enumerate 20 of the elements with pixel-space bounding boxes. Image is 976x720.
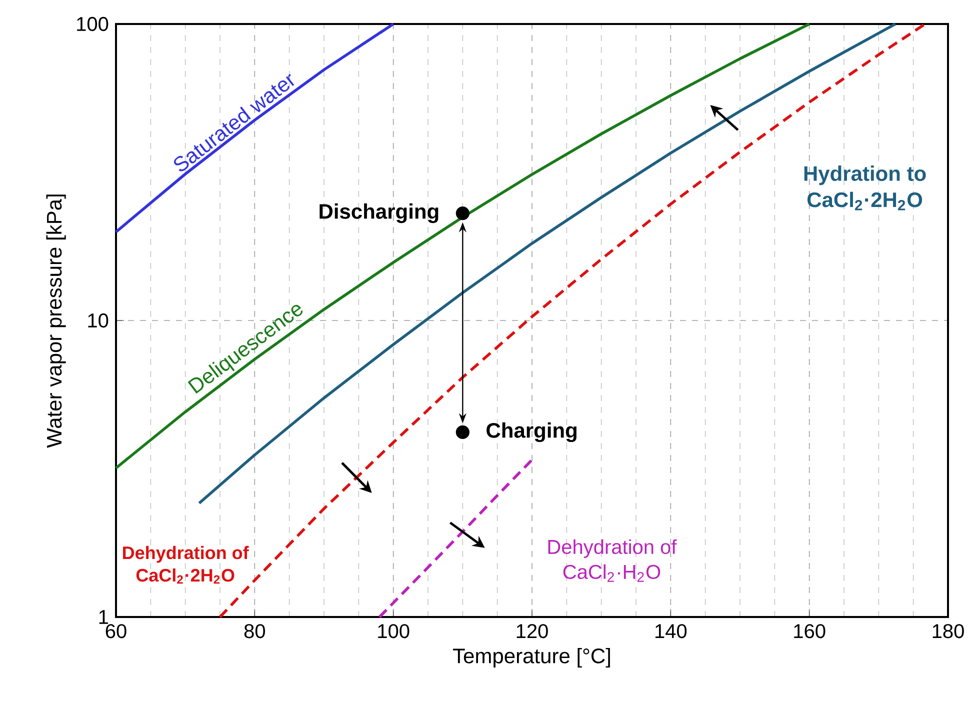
annotation: Discharging: [320, 203, 438, 224]
y-tick-label: 10: [88, 313, 108, 328]
x-tick-label: 160: [794, 624, 826, 638]
series-label: Dehydration of CaCl$_{2}$·2H$_{2}$O: [123, 546, 249, 584]
x-tick-label: 60: [106, 624, 126, 638]
x-tick-label: 120: [516, 624, 548, 638]
y-tick-label: 1: [99, 610, 108, 624]
line-series: [378, 458, 534, 618]
x-tick-label: 100: [378, 624, 410, 638]
y-tick-label: 100: [77, 16, 108, 32]
x-tick-label: 180: [932, 624, 964, 638]
annotation: Charging: [486, 422, 576, 442]
point: [456, 425, 470, 440]
x-tick-label: 80: [244, 624, 266, 638]
y-axis-title: Water vapor pressure [kPa]: [46, 194, 66, 448]
text: Hydration to CaCl$_{2}$·2H$_{2}$O: [804, 166, 926, 210]
x-axis-title: Temperature [°C]: [452, 648, 610, 668]
text: Dehydration of CaCl$_{2}$·H$_{2}$O: [548, 539, 677, 582]
point: [456, 206, 470, 220]
x-tick-label: 140: [656, 624, 687, 638]
